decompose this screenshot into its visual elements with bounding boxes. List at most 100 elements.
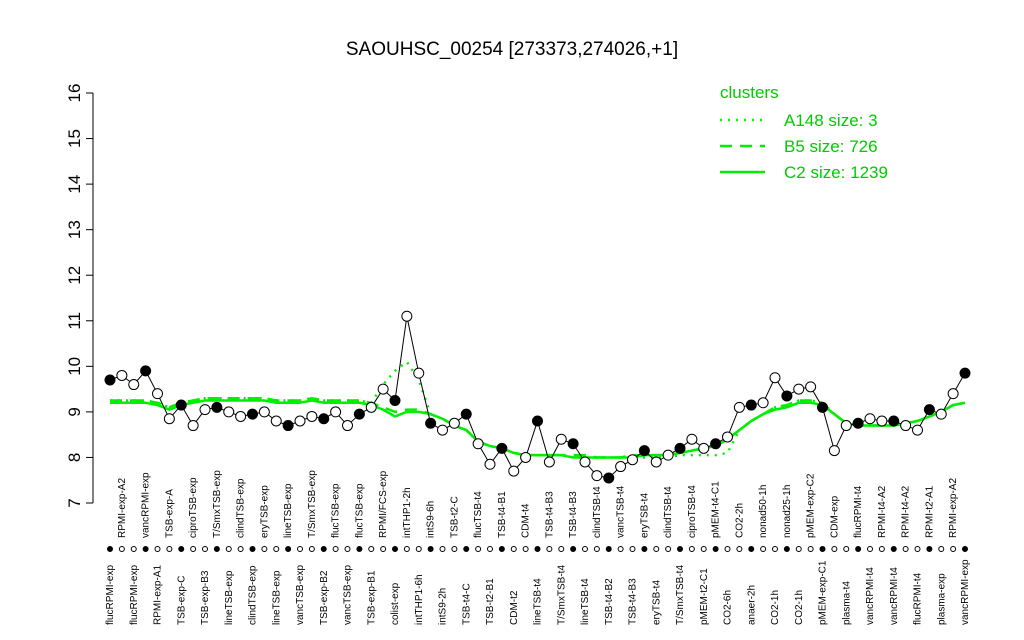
legend-label: A148 size: 3 [784,111,878,130]
y-tick-label: 9 [65,407,84,416]
data-point [805,381,817,393]
x-tick-label: clindTSB-exp [236,478,247,538]
x-tick-label: intS9-2h [438,588,449,625]
sample-dot [285,546,292,552]
y-tick-label: 10 [65,357,84,376]
sample-dot [130,546,137,552]
y-tick-label: 16 [65,84,84,103]
x-tick-label: lineTSB-exp [271,570,282,625]
data-point [520,451,532,463]
x-tick-label: lineTSB-t4 [580,578,591,625]
data-point [722,431,733,443]
data-point [817,401,828,413]
sample-dot [677,546,683,552]
data-point [888,415,900,427]
data-point [793,383,805,395]
data-point [603,472,615,484]
sample-dot [783,546,790,552]
data-point [282,420,294,432]
x-tick-label: lineTSB-t4 [533,578,544,625]
sample-dot [237,546,244,552]
sample-dot [213,546,220,552]
data-point [211,401,223,413]
data-point [401,310,413,322]
y-tick-label: 12 [65,266,84,285]
data-point [353,408,365,420]
x-tick-label: TSB-exp-A [164,489,175,538]
data-point [733,401,745,413]
x-tick-label: TSB-exp-C [176,576,187,625]
x-tick-label: flucTSB-exp [331,483,342,538]
sample-dot [427,546,434,552]
sample-dot [950,546,957,552]
data-point [650,456,662,468]
x-tick-label: CO2-1h [770,590,781,625]
x-tick-label: TSB-exp-B3 [200,570,211,625]
sample-dot [344,546,351,552]
legend-title: clusters [720,83,779,102]
sample-dot [356,546,363,552]
sample-dot [261,546,268,552]
x-tick-label: plasma-exp [936,573,947,625]
data-point [377,383,389,395]
sample-dot [439,546,446,552]
y-tick-label: 13 [65,220,84,239]
sample-dot [641,546,648,552]
data-point [912,424,923,436]
x-tick-label: pMEM-t4-C1 [711,481,722,538]
x-tick-label: RPMI-exp-A1 [153,565,164,625]
data-point [235,410,247,422]
sample-dot [190,546,197,552]
x-tick-label: pMEM-exp-C1 [818,560,829,625]
data-point [662,449,674,461]
data-point [745,399,757,411]
data-point [852,417,864,429]
sample-dot [107,546,113,552]
x-tick-label: CO2-6h [723,590,734,625]
data-point [247,408,258,420]
x-tick-label: flucRPMI-exp [105,565,116,625]
sample-dot [403,546,410,552]
data-point [318,413,330,425]
data-point [223,406,235,418]
data-point [152,388,163,400]
sample-dot [451,546,458,552]
sample-dot [855,546,862,552]
x-tick-label: clindTSB-t4 [663,486,674,538]
x-tick-label: clindTSB-t4 [592,486,603,538]
data-point [567,438,579,450]
sample-dot [795,546,802,552]
sample-dot [902,546,909,552]
data-point [116,369,128,381]
sample-dot [878,546,885,552]
sample-dot [605,546,612,552]
sample-dot [617,546,624,552]
x-tick-label: flucTSB-exp [354,483,365,538]
sample-dot [938,546,945,552]
x-tick-label: T/SmxTSB-exp [212,470,223,538]
data-point [828,445,840,457]
sample-dot [320,546,327,552]
data-point [710,438,722,450]
x-tick-label: intTHP1-2h [402,487,413,538]
sample-dot [712,546,719,552]
sample-dot [202,546,208,552]
sample-dot [368,546,375,552]
sample-dot [688,546,695,552]
x-tick-label: RPMI-t4-A2 [901,485,912,538]
x-tick-label: TSB-t4-C [461,583,472,625]
sample-dot [736,546,743,552]
x-tick-label: T/SmxTSB-t4 [675,565,686,625]
data-point [104,374,116,386]
x-tick-label: flucTSB-t4 [473,491,484,538]
x-tick-label: eryTSB-t4 [639,493,650,538]
sample-dot [546,546,553,552]
sample-dot [166,546,173,552]
sample-dot [582,546,588,552]
data-point [140,365,152,377]
data-point [270,415,282,427]
data-point [199,404,211,416]
data-point [330,406,342,418]
